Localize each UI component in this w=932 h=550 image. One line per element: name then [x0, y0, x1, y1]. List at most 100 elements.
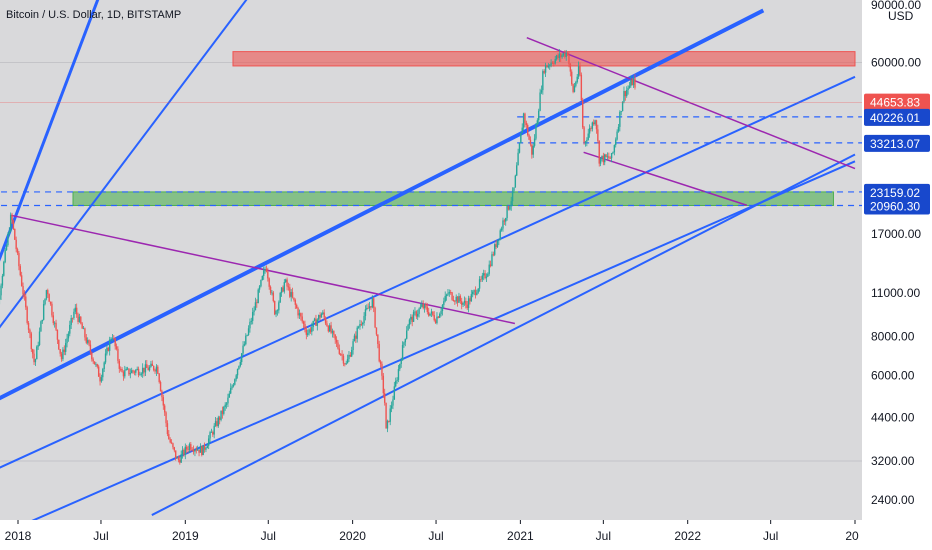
candle — [418, 307, 420, 318]
candle — [278, 300, 280, 314]
candle — [136, 366, 138, 371]
trend-line — [526, 37, 856, 170]
candle — [568, 51, 570, 68]
candle — [518, 142, 521, 154]
trend-line — [10, 214, 516, 325]
candle — [295, 303, 298, 309]
candle — [235, 373, 237, 382]
candle — [370, 306, 372, 311]
candle — [203, 442, 206, 453]
candle — [7, 232, 9, 247]
candle — [488, 260, 490, 276]
candle — [317, 314, 320, 322]
candle — [15, 236, 17, 253]
candle — [212, 430, 214, 437]
price-tick-label: 6000.00 — [871, 369, 915, 383]
candle — [308, 328, 310, 336]
candle — [345, 360, 347, 366]
candle — [485, 273, 488, 283]
candle — [583, 126, 585, 145]
candle — [165, 411, 167, 427]
candle — [100, 374, 103, 383]
candle — [117, 346, 119, 364]
candle — [337, 340, 339, 350]
candle — [338, 344, 341, 355]
candle — [513, 187, 515, 194]
candle — [491, 251, 493, 267]
candle — [598, 140, 600, 167]
candle — [399, 363, 401, 372]
candle — [184, 443, 187, 460]
time-tick-label: 2018 — [5, 529, 32, 543]
candle — [106, 344, 108, 356]
candle — [169, 437, 171, 444]
candle — [319, 312, 321, 321]
price-axis[interactable] — [862, 0, 932, 550]
candle — [44, 298, 46, 306]
candle — [385, 402, 387, 429]
candle — [506, 205, 508, 221]
candle — [421, 300, 423, 308]
time-tick-label: Jul — [93, 529, 108, 543]
price-tick-label: 17000.00 — [871, 227, 921, 241]
candle — [102, 367, 104, 381]
candle — [282, 285, 284, 293]
candle — [538, 108, 540, 125]
candle — [390, 401, 393, 413]
candle — [187, 445, 189, 453]
candle — [234, 378, 236, 386]
candle — [81, 321, 83, 329]
candle — [499, 228, 501, 241]
candle — [551, 61, 554, 65]
candle — [627, 85, 629, 95]
candle — [84, 327, 86, 341]
candle — [610, 152, 613, 163]
candle — [297, 306, 299, 319]
candle — [130, 367, 133, 374]
candle — [253, 306, 255, 316]
candle — [52, 311, 54, 326]
candle — [544, 62, 547, 77]
candle — [531, 144, 533, 159]
candle — [612, 151, 614, 155]
candle — [429, 313, 431, 317]
candle — [392, 395, 394, 410]
candle — [192, 445, 195, 455]
candle — [550, 59, 552, 68]
candle — [0, 283, 2, 300]
candle — [509, 205, 511, 211]
level-price-tag: 23159.02 — [864, 183, 930, 201]
candle — [450, 289, 452, 295]
candle — [19, 264, 21, 277]
candle — [403, 341, 405, 348]
candle — [59, 349, 61, 357]
candle — [293, 297, 295, 302]
plot-area[interactable] — [0, 0, 862, 520]
price-tag-text: 40226.01 — [870, 111, 920, 125]
candle — [619, 110, 621, 132]
candle — [602, 152, 605, 166]
candle — [9, 212, 12, 233]
candle — [469, 296, 471, 305]
candle — [400, 357, 402, 368]
candle — [272, 290, 275, 303]
candle — [47, 288, 49, 298]
time-tick-label: Jul — [763, 529, 778, 543]
level-price-tag: 33213.07 — [864, 134, 930, 152]
candle — [483, 269, 485, 281]
candle — [291, 287, 294, 299]
time-axis[interactable] — [0, 520, 862, 550]
candle — [322, 310, 324, 315]
candle — [617, 123, 620, 133]
candle — [562, 52, 565, 57]
candle — [451, 291, 453, 301]
candle — [139, 371, 141, 376]
candle — [37, 341, 39, 350]
candle — [580, 72, 583, 101]
candle — [364, 305, 367, 321]
candle — [287, 282, 290, 291]
candle — [423, 303, 426, 313]
candle — [181, 446, 184, 459]
candle — [306, 329, 309, 337]
